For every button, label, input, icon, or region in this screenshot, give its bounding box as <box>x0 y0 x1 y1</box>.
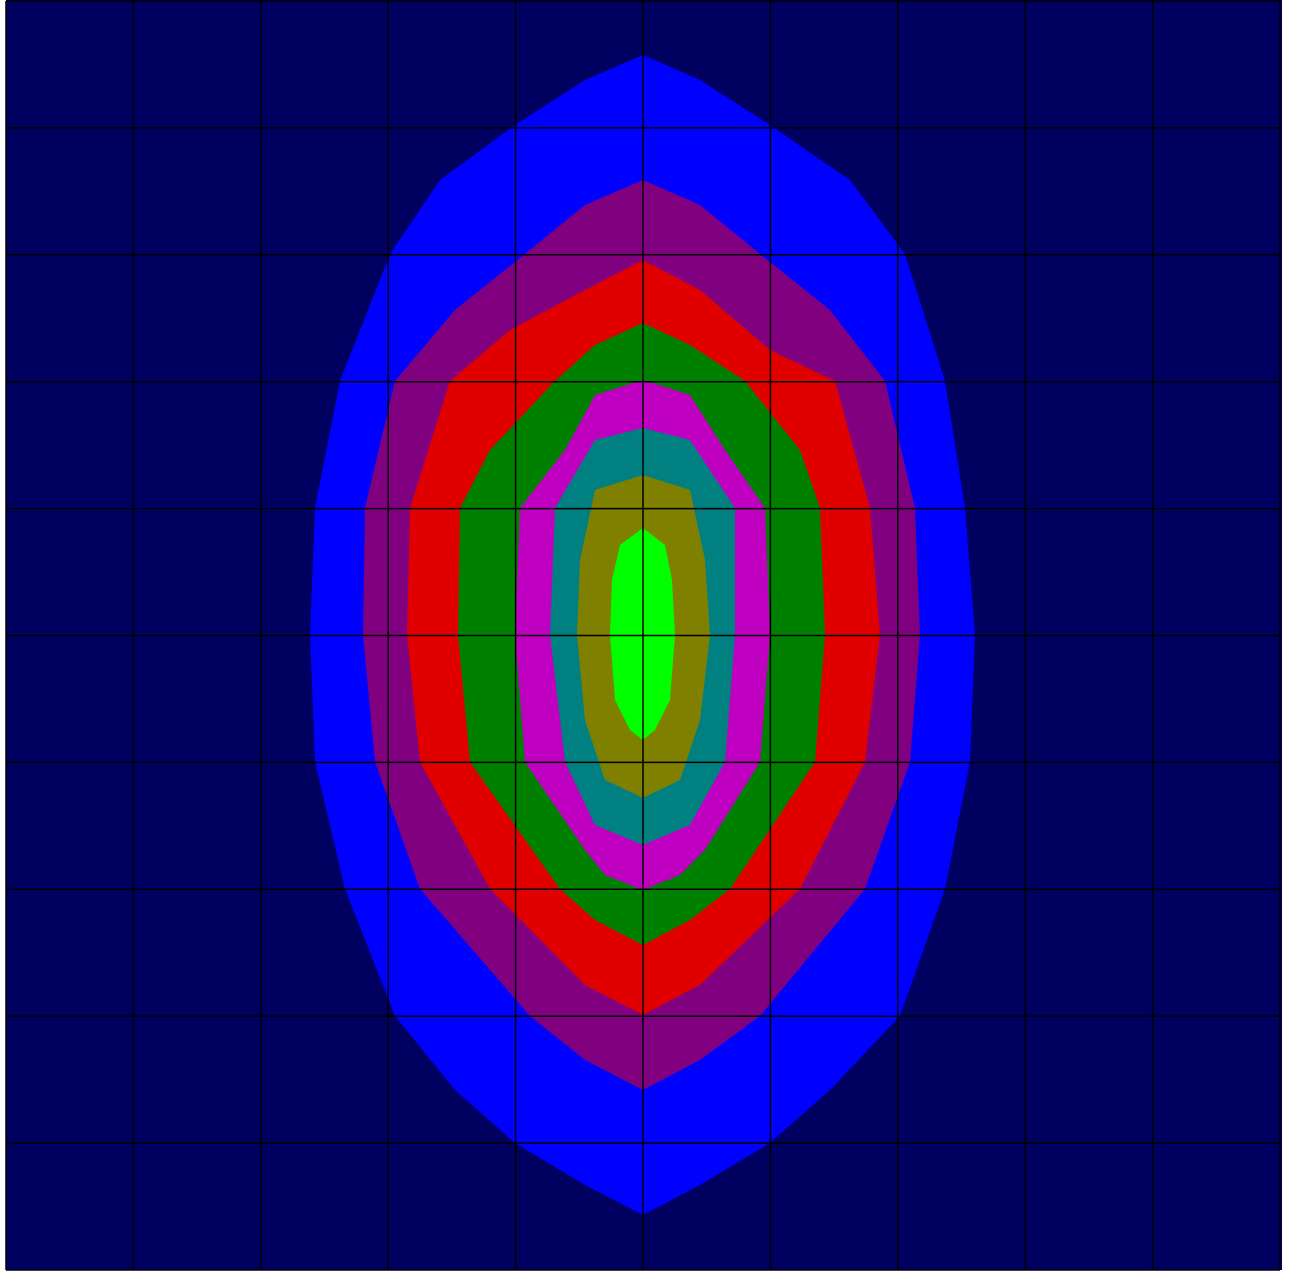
grid <box>5 0 1281 1271</box>
